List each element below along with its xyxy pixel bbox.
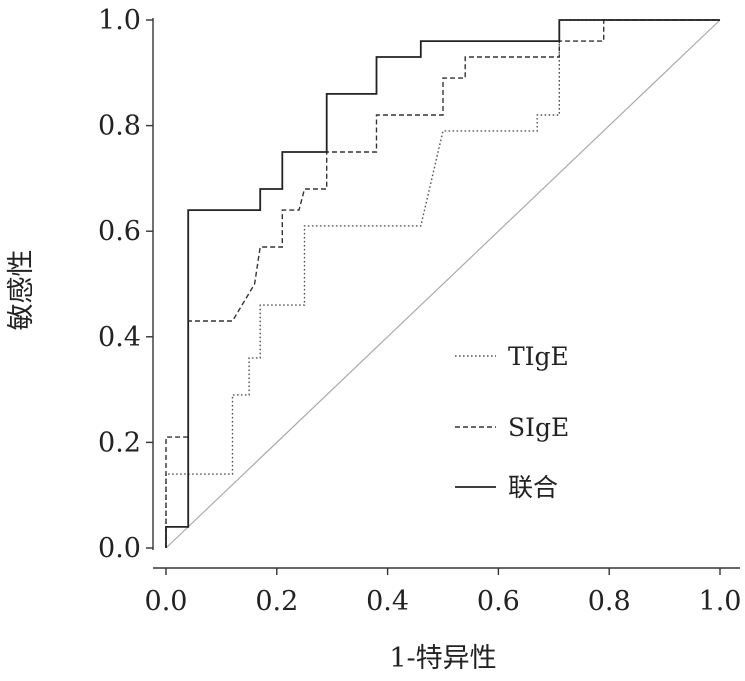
series-line (165, 19, 720, 548)
y-tick-label: 0.0 (98, 533, 141, 564)
x-tick-label: 0.0 (145, 586, 188, 617)
axes (152, 18, 740, 569)
tick-marks: 0.0 0.2 0.4 0.6 0.8 1.0 0.0 0.2 0.4 0.6 0.8 1.0 (98, 5, 741, 617)
x-tick-label: 0.6 (477, 586, 520, 617)
x-tick-label: 1.0 (699, 586, 742, 617)
reference-diagonal (165, 19, 721, 549)
series-lines (165, 19, 720, 548)
x-tick-label: 0.2 (255, 586, 298, 617)
series-line (165, 19, 720, 548)
legend-label: SIgE (508, 413, 569, 442)
y-axis-title: 敏感性 (6, 250, 37, 331)
series-line (165, 19, 720, 548)
x-axis-title: 1-特异性 (389, 643, 496, 674)
x-tick-label: 0.8 (588, 586, 631, 617)
legend-label: TIgE (508, 342, 569, 371)
y-tick-label: 0.2 (98, 427, 141, 458)
legend-label: 联合 (508, 473, 558, 502)
legend: TIgE SIgE 联合 (455, 342, 569, 502)
reference-line (165, 19, 721, 549)
y-tick-label: 0.6 (98, 216, 141, 247)
x-tick-label: 0.4 (366, 586, 409, 617)
y-tick-label: 1.0 (98, 5, 141, 36)
y-tick-label: 0.8 (98, 111, 141, 142)
y-tick-label: 0.4 (98, 322, 141, 353)
